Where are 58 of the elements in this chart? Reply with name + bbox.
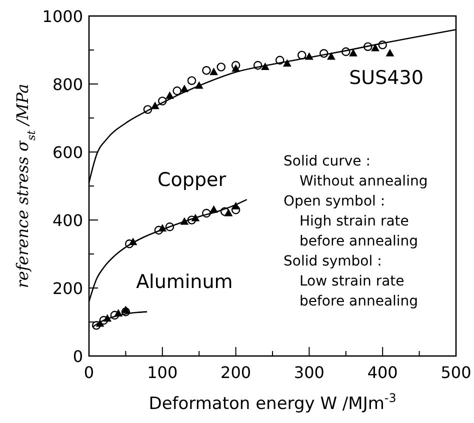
point: [150, 102, 160, 110]
point: [364, 42, 372, 51]
x-axis-title: Deformaton energy W /MJm$^{-3}$: [148, 391, 396, 414]
annotation: Aluminum: [136, 271, 233, 293]
point: [191, 214, 200, 222]
point: [275, 56, 284, 65]
point: [319, 49, 328, 58]
x-tick-label: 300: [294, 363, 324, 382]
y-tick-label: 0: [72, 347, 83, 366]
point: [143, 105, 152, 114]
point: [371, 44, 380, 52]
point: [232, 202, 240, 210]
point: [158, 224, 167, 232]
annotation: SUS430: [349, 67, 424, 89]
y-tick-label: 200: [52, 279, 83, 298]
point: [114, 309, 123, 316]
y-tick-label: 1000: [42, 7, 83, 26]
point: [349, 48, 358, 56]
x-tick-label: 100: [147, 363, 178, 382]
point: [96, 319, 104, 327]
point: [180, 217, 189, 225]
annotation: Solid symbol : Low strain rate before annealing: [284, 254, 418, 310]
point: [158, 96, 167, 106]
point: [202, 66, 211, 75]
point: [216, 62, 226, 72]
point: [210, 205, 218, 213]
point: [202, 208, 211, 218]
point: [165, 222, 174, 232]
annotation: Open symbol : High strain rate before annealing: [284, 194, 418, 250]
annotation: Solid curve : Without annealing: [284, 154, 428, 190]
y-tick-label: 400: [52, 211, 83, 230]
point: [386, 48, 394, 56]
point: [128, 238, 138, 246]
point: [378, 40, 387, 50]
point: [172, 86, 182, 96]
point: [166, 91, 174, 99]
point: [232, 64, 240, 72]
point: [103, 314, 112, 322]
x-tick-label: 500: [440, 363, 472, 382]
point: [305, 52, 314, 60]
point: [253, 60, 262, 70]
point: [327, 52, 336, 60]
point: [187, 76, 196, 85]
point: [180, 84, 189, 92]
point: [122, 306, 130, 314]
y-tick-label: 600: [52, 143, 83, 162]
point: [282, 59, 292, 67]
point: [260, 62, 270, 70]
y-tick-label: 800: [52, 75, 83, 94]
point: [194, 81, 204, 89]
x-tick-label: 200: [220, 363, 252, 382]
annotation: Copper: [158, 169, 226, 191]
x-tick-label: 0: [84, 363, 94, 382]
point: [342, 47, 350, 56]
point: [210, 68, 218, 76]
point: [224, 208, 233, 216]
point: [297, 50, 306, 60]
x-tick-label: 400: [367, 363, 398, 382]
